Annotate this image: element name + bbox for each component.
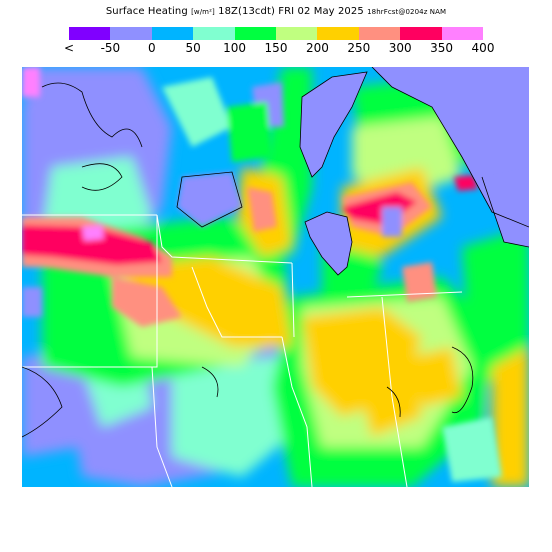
legend-swatch [69,27,111,40]
map-title: Surface Heating [w/m²] 18Z(13cdt) FRI 02… [0,6,552,17]
legend-swatch [276,27,318,40]
legend-label: -50 [100,41,121,55]
title-units: [w/m²] [191,8,215,16]
legend-swatch [358,27,401,40]
legend-label: 150 [264,41,288,55]
heating-field-detail [22,67,502,482]
color-legend-labels: < -50 0 50 100 150 200 250 300 350 400 [0,41,552,57]
legend-swatch [317,27,359,40]
legend-label: 200 [305,41,329,55]
legend-label: 400 [471,41,495,55]
legend-swatch [400,27,442,40]
color-legend-bar [69,27,484,40]
title-valid-hour: 18Z(13cdt) [218,6,275,17]
legend-swatch [441,27,484,40]
map-svg [22,67,529,487]
legend-swatch [193,27,235,40]
lake-huron-south [482,167,529,247]
legend-swatch [151,27,194,40]
legend-label: 300 [388,41,412,55]
coastlines [22,67,529,438]
lake-michigan [305,212,352,275]
state-borders [22,214,463,487]
legend-label: 350 [430,41,454,55]
title-valid-date: FRI 02 May 2025 [278,6,364,17]
lake-superior-east [300,72,367,177]
legend-label: < [63,41,75,55]
legend-label: 0 [147,41,156,55]
surface-heating-map [22,67,529,487]
title-model-run: 18hrFcst@0204z NAM [367,8,447,16]
legend-label: 250 [347,41,371,55]
legend-swatch [234,27,277,40]
legend-label: 50 [185,41,201,55]
title-text: Surface Heating [105,6,188,17]
legend-swatch [110,27,152,40]
legend-label: 100 [223,41,247,55]
